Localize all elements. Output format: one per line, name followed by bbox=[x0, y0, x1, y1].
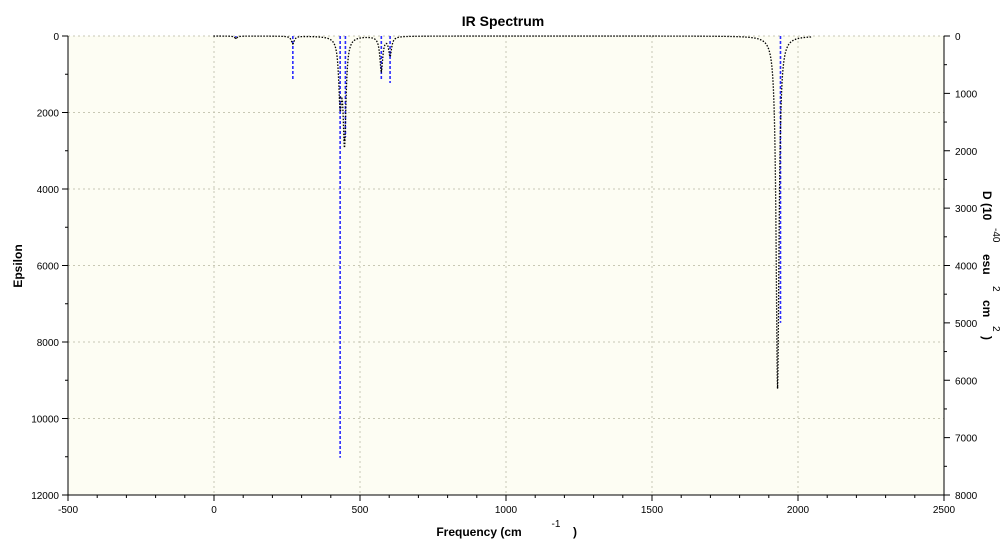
y2-axis-label-part: ) bbox=[980, 336, 994, 340]
y2-tick-label: 4000 bbox=[955, 262, 978, 273]
y-tick-label: 2000 bbox=[37, 109, 60, 120]
y2-tick-label: 8000 bbox=[955, 491, 978, 502]
x-tick-label: 500 bbox=[352, 505, 369, 516]
y-tick-label: 6000 bbox=[37, 262, 60, 273]
y2-tick-label: 2000 bbox=[955, 147, 978, 158]
x-axis-label-close: ) bbox=[573, 525, 577, 539]
x-tick-label: 2000 bbox=[787, 505, 810, 516]
chart-title: IR Spectrum bbox=[462, 13, 544, 29]
labels-layer: IR Spectrum Frequency (cm -1 ) Epsilon -… bbox=[11, 13, 1000, 539]
y2-axis-label-part: 2 bbox=[990, 326, 1000, 332]
spectrum-peak-point bbox=[339, 96, 341, 98]
curve-layer bbox=[213, 35, 813, 389]
y2-axis-label-part: esu bbox=[980, 254, 994, 275]
y2-axis-label: D (10 -40 esu 2 cm 2) bbox=[980, 191, 1000, 340]
y2-tick-label: 3000 bbox=[955, 204, 978, 215]
y2-tick-label: 1000 bbox=[955, 89, 978, 100]
spectrum-peak-point bbox=[235, 37, 237, 40]
x-tick-label: 2500 bbox=[933, 505, 956, 516]
x-axis-label-superscript: -1 bbox=[552, 519, 561, 530]
x-axis-label: Frequency (cm bbox=[436, 525, 521, 539]
spectrum-peak-point bbox=[389, 54, 391, 56]
x-tick-label: -500 bbox=[58, 505, 78, 516]
y-tick-label: 0 bbox=[53, 32, 59, 43]
y2-axis-label-part: -40 bbox=[990, 228, 1000, 243]
y-tick-label: 8000 bbox=[37, 338, 60, 349]
x-tick-label: 0 bbox=[211, 505, 217, 516]
spectrum-peak-point bbox=[343, 138, 346, 141]
y2-tick-label: 5000 bbox=[955, 319, 978, 330]
axes-layer bbox=[62, 35, 950, 501]
spectrum-peak-point bbox=[380, 69, 383, 72]
y-tick-label: 4000 bbox=[37, 185, 60, 196]
y-axis-label: Epsilon bbox=[11, 244, 25, 287]
spectrum-peak-point bbox=[776, 387, 779, 389]
grid-layer bbox=[68, 35, 944, 495]
x-tick-label: 1000 bbox=[495, 505, 518, 516]
y2-tick-label: 7000 bbox=[955, 434, 978, 445]
y-tick-label: 12000 bbox=[31, 491, 59, 502]
spectrum-line bbox=[213, 35, 813, 388]
y2-axis-label-part: 2 bbox=[990, 286, 1000, 292]
y2-axis-label-part: cm bbox=[980, 300, 994, 317]
x-tick-label: 1500 bbox=[641, 505, 664, 516]
y2-tick-label: 6000 bbox=[955, 376, 978, 387]
y-tick-label: 10000 bbox=[31, 415, 59, 426]
y2-tick-label: 0 bbox=[955, 32, 961, 43]
y2-axis-label-part: D (10 bbox=[980, 191, 994, 221]
spectrum-peak-point bbox=[292, 42, 294, 45]
